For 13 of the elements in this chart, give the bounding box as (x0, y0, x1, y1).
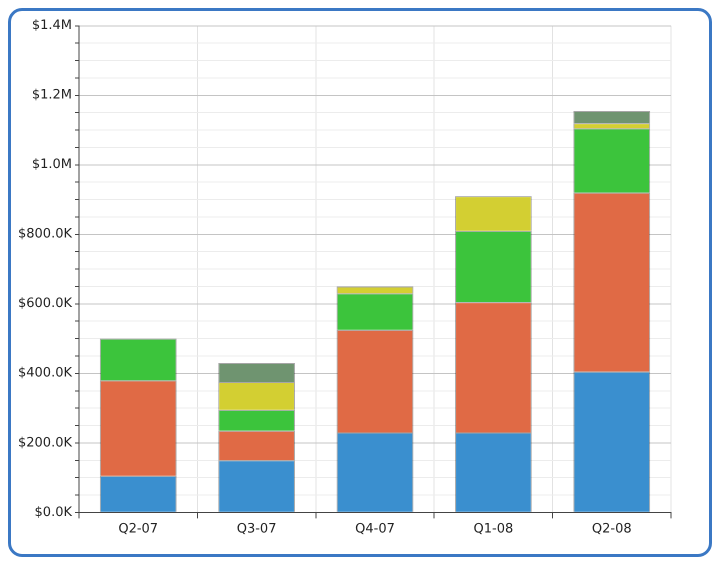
y-tick-label: $1.0M (32, 157, 72, 172)
y-tick-label: $200.0K (18, 435, 72, 450)
y-tick-label: $0.0K (34, 504, 72, 520)
x-tick-label: Q1-08 (474, 522, 514, 537)
x-tick-label: Q4-07 (355, 522, 395, 537)
y-tick-label: $800.0K (18, 226, 72, 242)
y-tick-label: $1.4M (32, 18, 72, 34)
x-tick-label: Q3-07 (236, 522, 276, 537)
x-tick-label: Q2-08 (592, 522, 632, 537)
y-tick-label: $400.0K (18, 366, 72, 381)
y-tick-label: $600.0K (18, 296, 72, 312)
y-tick-label: $1.2M (32, 88, 72, 103)
x-tick-label: Q2-07 (118, 522, 158, 537)
